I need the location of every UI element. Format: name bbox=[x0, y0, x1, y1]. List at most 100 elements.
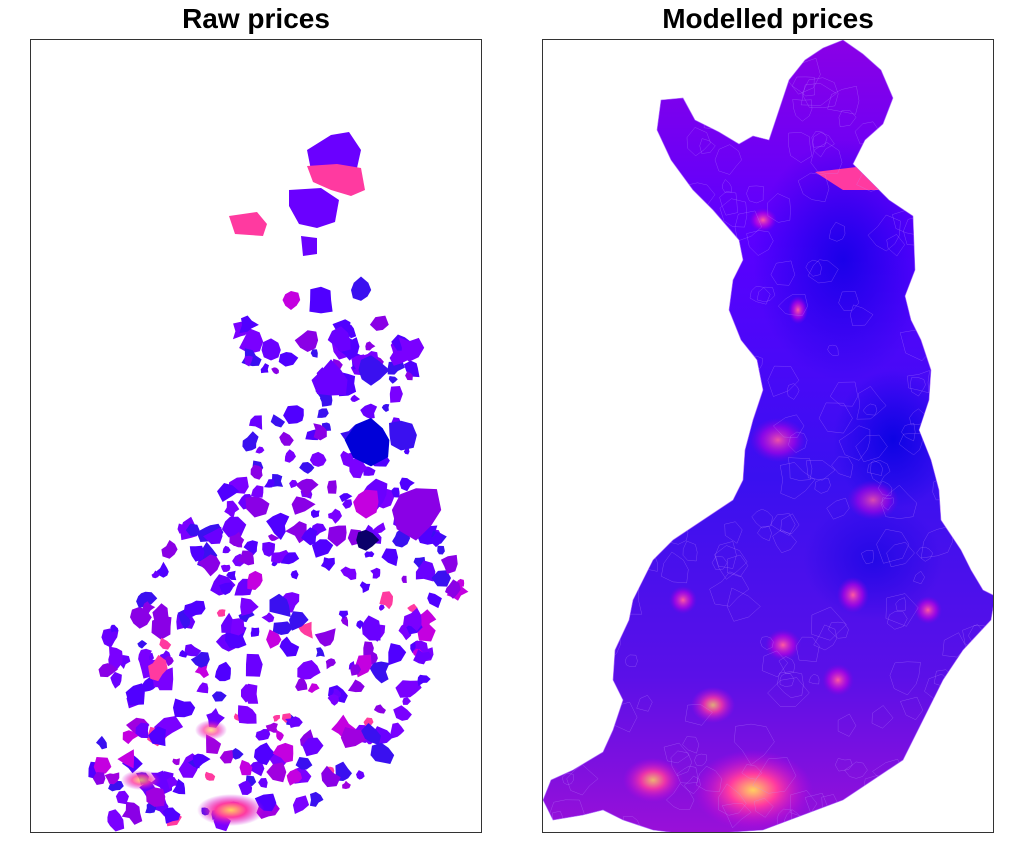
modelled-municipality-border bbox=[948, 259, 984, 298]
raw-price-patch bbox=[115, 790, 129, 805]
modelled-municipality-border bbox=[913, 192, 939, 215]
raw-price-patch bbox=[427, 592, 442, 609]
modelled-municipality-border bbox=[811, 131, 828, 148]
modelled-municipality-border bbox=[682, 540, 698, 562]
raw-price-patch bbox=[402, 697, 411, 705]
raw-price-patch bbox=[325, 658, 336, 670]
modelled-municipality-border bbox=[835, 758, 853, 772]
raw-price-patch bbox=[214, 661, 231, 682]
raw-price-patch bbox=[141, 676, 157, 692]
modelled-municipality-border bbox=[583, 667, 596, 679]
raw-price-patch bbox=[125, 683, 145, 706]
raw-region-lapland-b bbox=[301, 236, 317, 256]
modelled-municipality-border bbox=[900, 696, 924, 720]
raw-price-patch bbox=[369, 315, 389, 331]
raw-price-patch bbox=[405, 371, 413, 381]
modelled-prices-map bbox=[543, 40, 993, 832]
modelled-municipality-border bbox=[877, 480, 893, 496]
modelled-municipality-border bbox=[805, 259, 822, 277]
modelled-municipality-border bbox=[630, 326, 642, 340]
raw-price-patch bbox=[211, 691, 227, 702]
raw-price-patch bbox=[365, 341, 376, 351]
modelled-municipality-border bbox=[699, 138, 716, 154]
raw-price-patch bbox=[258, 778, 268, 788]
modelled-municipality-border bbox=[837, 713, 857, 737]
modelled-municipality-border bbox=[767, 677, 810, 707]
raw-price-patch bbox=[137, 640, 148, 649]
raw-price-patch bbox=[142, 601, 156, 615]
modelled-municipality-border bbox=[741, 764, 763, 780]
raw-price-patch bbox=[361, 615, 381, 641]
modelled-municipality-border bbox=[942, 632, 967, 658]
modelled-municipality-border bbox=[953, 196, 975, 217]
raw-price-patch bbox=[373, 522, 386, 534]
modelled-municipality-border bbox=[543, 725, 568, 761]
modelled-municipality-border bbox=[670, 750, 692, 777]
modelled-municipality-border bbox=[960, 67, 985, 86]
modelled-municipality-border bbox=[636, 76, 650, 90]
raw-price-patch bbox=[320, 557, 335, 572]
modelled-municipality-border bbox=[869, 800, 883, 815]
modelled-municipality-border bbox=[582, 209, 598, 225]
raw-price-patch bbox=[239, 315, 259, 334]
raw-price-patch bbox=[266, 629, 282, 649]
modelled-municipality-border bbox=[773, 414, 805, 438]
modelled-municipality-border bbox=[797, 172, 830, 202]
modelled-municipality-border bbox=[867, 214, 901, 252]
modelled-municipality-border bbox=[760, 636, 774, 650]
raw-price-patch bbox=[255, 446, 265, 454]
raw-price-patch bbox=[389, 386, 403, 403]
modelled-municipality-border bbox=[562, 772, 574, 786]
raw-price-patch bbox=[151, 570, 161, 579]
raw-price-patch bbox=[250, 627, 260, 637]
raw-price-patch bbox=[247, 760, 265, 777]
modelled-municipality-border bbox=[658, 450, 681, 477]
raw-price-patch bbox=[278, 352, 299, 367]
modelled-municipality-border bbox=[962, 523, 981, 540]
modelled-municipality-border bbox=[965, 396, 981, 413]
modelled-municipality-border bbox=[695, 765, 722, 792]
modelled-municipality-border bbox=[934, 95, 959, 118]
raw-price-patch bbox=[295, 676, 308, 692]
modelled-municipality-border bbox=[583, 658, 598, 676]
modelled-municipality-border bbox=[586, 704, 615, 732]
modelled-municipality-border bbox=[674, 409, 708, 438]
raw-price-patch bbox=[247, 570, 263, 590]
raw-price-patch bbox=[370, 567, 381, 579]
modelled-municipality-border bbox=[886, 542, 915, 568]
raw-price-patch bbox=[437, 545, 445, 555]
modelled-municipality-border bbox=[831, 456, 854, 478]
modelled-municipality-border bbox=[553, 404, 585, 437]
raw-price-patch bbox=[204, 771, 216, 781]
raw-price-patch bbox=[328, 508, 342, 524]
modelled-municipality-border bbox=[550, 748, 573, 772]
raw-price-patch bbox=[245, 653, 263, 677]
modelled-municipality-border bbox=[807, 259, 839, 284]
raw-price-patch bbox=[250, 464, 263, 480]
modelled-municipality-border bbox=[686, 127, 711, 157]
modelled-municipality-border bbox=[711, 556, 728, 570]
modelled-municipality-border bbox=[615, 318, 636, 338]
raw-price-patch bbox=[101, 628, 119, 648]
raw-price-patch bbox=[310, 349, 318, 358]
raw-price-patch bbox=[294, 330, 319, 352]
modelled-municipality-border bbox=[972, 634, 993, 665]
raw-price-patch bbox=[161, 540, 178, 559]
raw-price-hotspots bbox=[121, 720, 265, 826]
raw-price-patch bbox=[356, 770, 365, 780]
modelled-municipality-border bbox=[718, 783, 747, 816]
modelled-municipality-border bbox=[913, 570, 925, 585]
raw-price-patch bbox=[226, 570, 237, 581]
modelled-municipality-border bbox=[983, 304, 993, 317]
modelled-municipality-border bbox=[881, 497, 894, 511]
raw-price-patch bbox=[317, 408, 329, 418]
raw-price-patches bbox=[88, 276, 469, 832]
modelled-municipality-border bbox=[770, 513, 796, 536]
raw-price-patch bbox=[297, 660, 321, 680]
modelled-municipality-border bbox=[877, 785, 903, 814]
raw-price-patch bbox=[313, 423, 327, 441]
modelled-municipality-border bbox=[953, 118, 987, 155]
modelled-municipality-border bbox=[889, 661, 921, 696]
raw-price-patch bbox=[309, 791, 324, 807]
modelled-municipality-border bbox=[791, 76, 815, 97]
